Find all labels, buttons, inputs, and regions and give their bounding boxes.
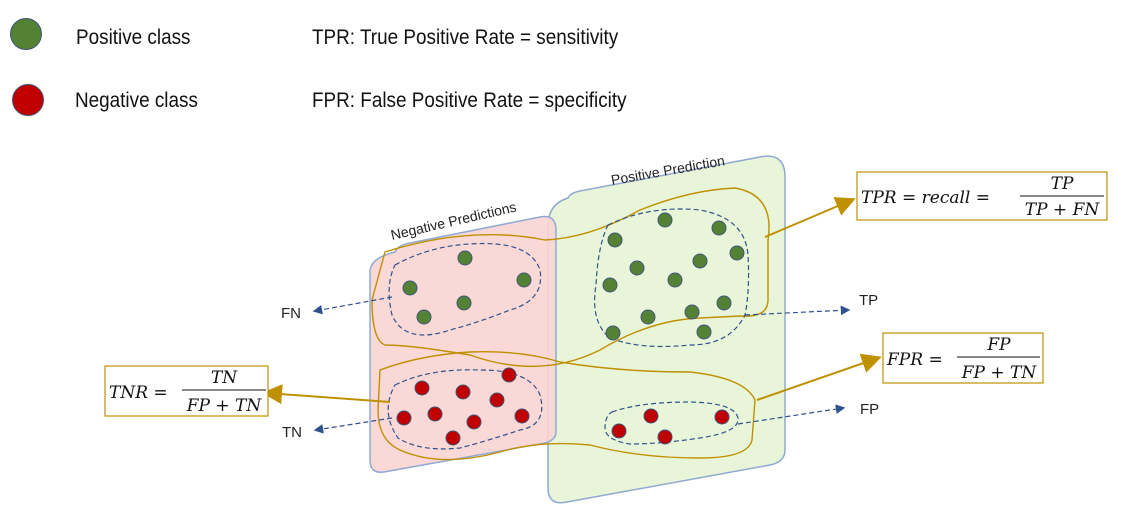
fn-points (402, 250, 532, 325)
fn-point (416, 309, 432, 325)
tn-arrow (313, 417, 393, 434)
fpr-formula-denominator: FP + TN (961, 363, 1038, 383)
fp-points (611, 408, 730, 445)
tn-point (501, 367, 517, 383)
tp-arrow (744, 305, 851, 316)
tpr-formula-lhs: TPR = recall = (861, 188, 990, 208)
tnr-formula-box: TNR = TN FP + TN (104, 365, 269, 417)
tn-points (396, 367, 530, 446)
tp-point (657, 212, 673, 228)
tpr-arrow (764, 197, 856, 238)
fp-point (657, 429, 673, 445)
positive-class-label: Positive class (76, 26, 191, 49)
tp-point (605, 325, 621, 341)
tp-point (729, 245, 745, 261)
tp-point (640, 309, 656, 325)
fpr-arrow (756, 353, 882, 401)
negative-class-label: Negative class (75, 89, 198, 112)
tp-label: TP (859, 292, 878, 309)
fp-point (643, 408, 659, 424)
tpr-definition: TPR: True Positive Rate = sensitivity (312, 26, 619, 49)
tn-point (514, 408, 530, 424)
tn-point (427, 406, 443, 422)
negative-class-marker (12, 84, 44, 116)
fp-arrow (737, 404, 846, 425)
fn-arrow (312, 296, 393, 315)
fpr-formula-lhs: FPR = (886, 350, 943, 370)
fn-point (456, 295, 472, 311)
tn-point (396, 410, 412, 426)
tp-point (607, 232, 623, 248)
tpr-formula-numerator: TP (1051, 174, 1074, 194)
actual-negative-boundary (377, 351, 756, 461)
tnr-formula-denominator: FP + TN (186, 396, 263, 416)
tp-point (696, 324, 712, 340)
fpr-formula-box: FPR = FP FP + TN (882, 332, 1044, 384)
tnr-arrow (262, 384, 391, 405)
positive-prediction-region (547, 155, 786, 504)
fn-point (402, 280, 418, 296)
fn-cluster-outline (388, 242, 542, 336)
negative-prediction-region (369, 215, 557, 473)
tn-cluster-outline (387, 369, 543, 450)
tn-point (445, 430, 461, 446)
tn-point (489, 392, 505, 408)
tn-point (414, 380, 430, 396)
tp-point (629, 260, 645, 276)
tp-point (716, 295, 732, 311)
tp-point (711, 220, 727, 236)
actual-positive-boundary (371, 187, 770, 367)
tn-point (455, 384, 471, 400)
tp-point (692, 253, 708, 269)
fpr-definition: FPR: False Positive Rate = specificity (312, 89, 627, 112)
fp-cluster-outline (604, 401, 739, 445)
tn-point (466, 414, 482, 430)
tp-point (667, 272, 683, 288)
fn-label: FN (281, 305, 301, 322)
tp-point (602, 277, 618, 293)
tn-label: TN (282, 424, 302, 441)
tnr-formula-lhs: TNR = (109, 383, 168, 403)
tpr-formula-box: TPR = recall = TP TP + FN (856, 171, 1108, 221)
fp-point (714, 409, 730, 425)
positive-class-marker (10, 18, 42, 50)
tpr-formula-denominator: TP + FN (1025, 200, 1101, 220)
tnr-formula-numerator: TN (211, 368, 238, 388)
fn-point (516, 272, 532, 288)
tp-point (684, 304, 700, 320)
fpr-formula-numerator: FP (986, 335, 1011, 355)
tp-cluster-outline (594, 208, 750, 348)
fn-point (457, 250, 473, 266)
fp-label: FP (860, 401, 879, 418)
fp-point (611, 423, 627, 439)
tp-points (602, 212, 745, 341)
